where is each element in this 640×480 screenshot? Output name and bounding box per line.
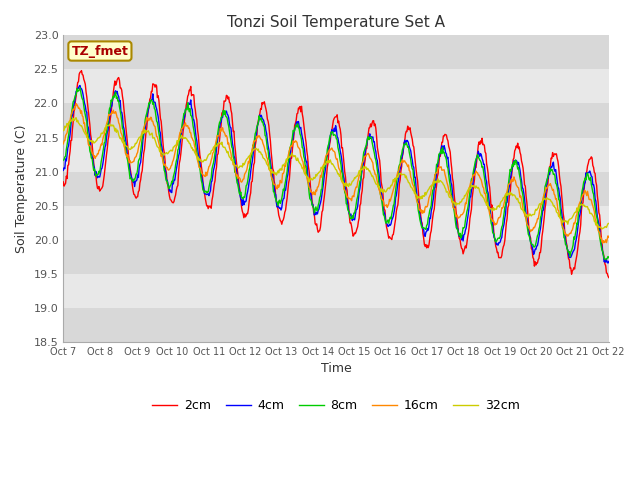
8cm — [211, 156, 218, 161]
16cm — [599, 240, 607, 246]
32cm — [211, 144, 218, 149]
16cm — [60, 141, 67, 147]
8cm — [126, 176, 134, 181]
2cm — [605, 275, 612, 280]
Bar — [63, 36, 609, 70]
Bar — [63, 274, 609, 308]
16cm — [419, 208, 427, 214]
16cm — [182, 120, 189, 126]
8cm — [60, 157, 67, 163]
4cm — [126, 169, 134, 175]
Line: 4cm: 4cm — [63, 85, 609, 263]
8cm — [419, 225, 427, 230]
4cm — [419, 226, 427, 231]
Bar — [63, 70, 609, 104]
32cm — [69, 116, 77, 121]
2cm — [419, 230, 427, 236]
Title: Tonzi Soil Temperature Set A: Tonzi Soil Temperature Set A — [227, 15, 445, 30]
Bar — [63, 104, 609, 138]
32cm — [72, 115, 80, 120]
8cm — [182, 107, 189, 113]
16cm — [72, 101, 80, 107]
Line: 8cm: 8cm — [63, 88, 609, 260]
8cm — [602, 257, 609, 263]
Bar — [63, 205, 609, 240]
8cm — [76, 85, 84, 91]
Bar — [63, 138, 609, 171]
Bar — [63, 171, 609, 205]
2cm — [60, 179, 67, 185]
32cm — [419, 192, 427, 198]
16cm — [69, 107, 77, 112]
Bar — [63, 240, 609, 274]
Line: 16cm: 16cm — [63, 104, 609, 243]
4cm — [182, 107, 189, 112]
2cm — [403, 129, 411, 134]
4cm — [403, 137, 411, 143]
32cm — [60, 128, 67, 133]
4cm — [604, 260, 612, 266]
32cm — [126, 146, 134, 152]
16cm — [605, 234, 612, 240]
Line: 2cm: 2cm — [63, 71, 609, 277]
8cm — [403, 142, 411, 147]
Text: TZ_fmet: TZ_fmet — [72, 45, 129, 58]
2cm — [126, 165, 134, 171]
16cm — [126, 158, 134, 164]
32cm — [403, 176, 411, 182]
32cm — [605, 220, 612, 226]
Legend: 2cm, 4cm, 8cm, 16cm, 32cm: 2cm, 4cm, 8cm, 16cm, 32cm — [147, 394, 525, 417]
X-axis label: Time: Time — [321, 362, 351, 375]
2cm — [69, 119, 77, 125]
Line: 32cm: 32cm — [63, 118, 609, 229]
4cm — [69, 109, 77, 115]
4cm — [605, 259, 612, 264]
2cm — [77, 68, 85, 73]
32cm — [182, 135, 189, 141]
8cm — [605, 255, 612, 261]
2cm — [211, 181, 218, 187]
4cm — [211, 164, 218, 170]
32cm — [598, 226, 606, 232]
Y-axis label: Soil Temperature (C): Soil Temperature (C) — [15, 124, 28, 253]
16cm — [211, 147, 218, 153]
4cm — [76, 83, 84, 88]
Bar — [63, 308, 609, 342]
4cm — [60, 168, 67, 173]
16cm — [403, 162, 411, 168]
2cm — [182, 110, 189, 116]
8cm — [69, 99, 77, 105]
